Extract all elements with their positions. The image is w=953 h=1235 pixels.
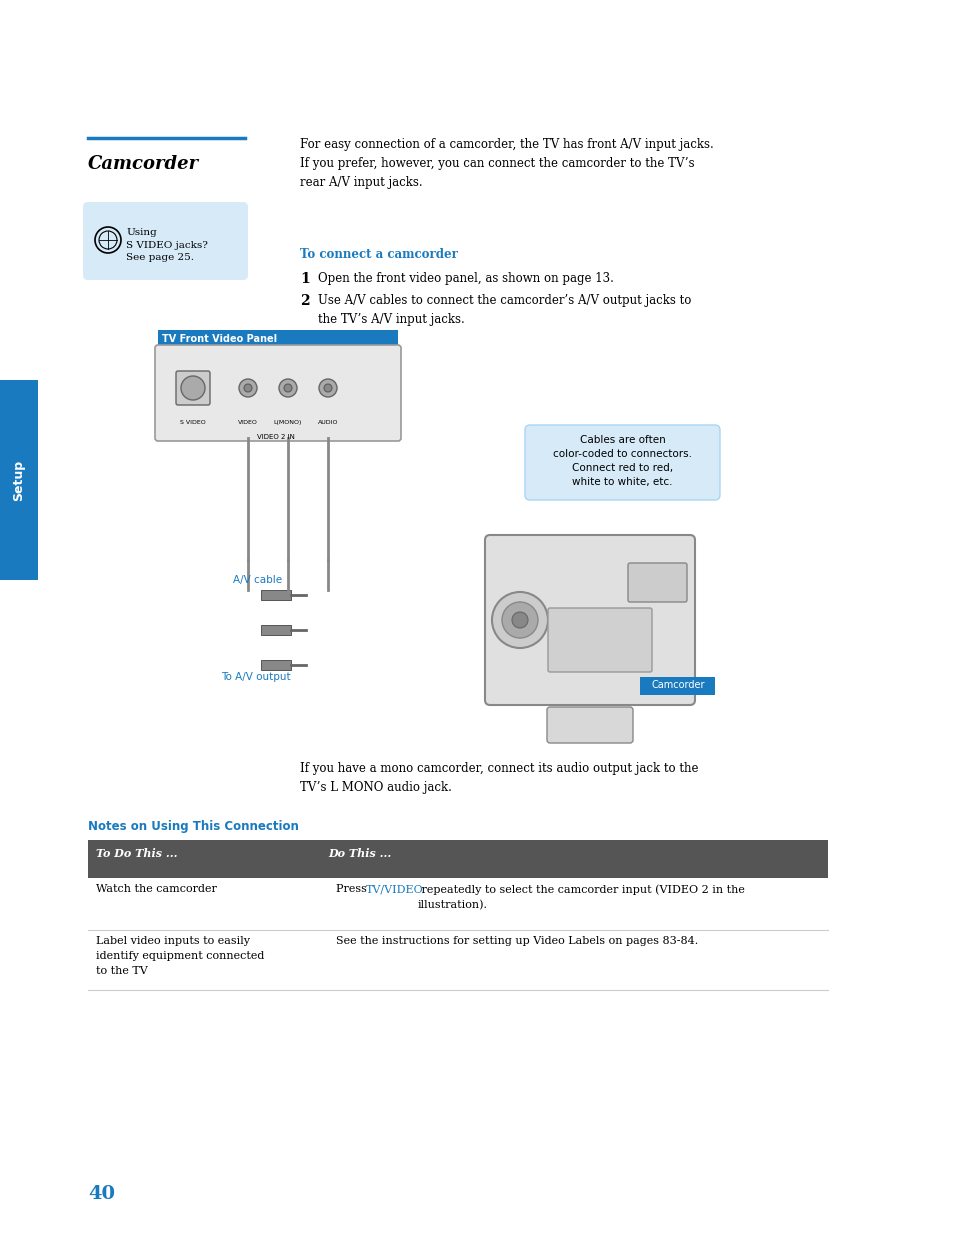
Circle shape xyxy=(318,379,336,396)
Text: Camcorder: Camcorder xyxy=(651,680,704,690)
Text: TV/VIDEO: TV/VIDEO xyxy=(366,884,423,894)
Text: 2: 2 xyxy=(299,294,310,308)
FancyBboxPatch shape xyxy=(158,330,397,348)
Text: To A/V output: To A/V output xyxy=(221,672,291,682)
Text: To Do This ...: To Do This ... xyxy=(96,848,177,860)
Circle shape xyxy=(492,592,547,648)
FancyBboxPatch shape xyxy=(547,608,651,672)
FancyBboxPatch shape xyxy=(639,677,714,695)
Text: Open the front video panel, as shown on page 13.: Open the front video panel, as shown on … xyxy=(317,272,613,285)
Text: See the instructions for setting up Video Labels on pages 83-84.: See the instructions for setting up Vide… xyxy=(335,936,698,946)
Text: Label video inputs to easily
identify equipment connected
to the TV: Label video inputs to easily identify eq… xyxy=(96,936,264,976)
Circle shape xyxy=(501,601,537,638)
Text: VIDEO 2 IN: VIDEO 2 IN xyxy=(256,433,294,440)
FancyBboxPatch shape xyxy=(261,625,291,635)
FancyBboxPatch shape xyxy=(484,535,695,705)
FancyBboxPatch shape xyxy=(261,659,291,671)
Text: TV Front Video Panel: TV Front Video Panel xyxy=(162,333,276,345)
Text: Use A/V cables to connect the camcorder’s A/V output jacks to
the TV’s A/V input: Use A/V cables to connect the camcorder’… xyxy=(317,294,691,326)
Text: 40: 40 xyxy=(88,1186,115,1203)
Text: If you have a mono camcorder, connect its audio output jack to the
TV’s L MONO a: If you have a mono camcorder, connect it… xyxy=(299,762,698,794)
FancyBboxPatch shape xyxy=(88,840,827,878)
Text: For easy connection of a camcorder, the TV has front A/V input jacks.
If you pre: For easy connection of a camcorder, the … xyxy=(299,138,713,189)
Text: Press: Press xyxy=(335,884,370,894)
Text: Camcorder: Camcorder xyxy=(88,156,199,173)
Circle shape xyxy=(181,375,205,400)
Text: Watch the camcorder: Watch the camcorder xyxy=(96,884,216,894)
FancyBboxPatch shape xyxy=(0,380,38,580)
Circle shape xyxy=(512,613,527,629)
Text: L(MONO): L(MONO) xyxy=(274,420,302,425)
Circle shape xyxy=(284,384,292,391)
Text: AUDIO: AUDIO xyxy=(317,420,338,425)
Text: repeatedly to select the camcorder input (VIDEO 2 in the
illustration).: repeatedly to select the camcorder input… xyxy=(417,884,744,910)
FancyBboxPatch shape xyxy=(546,706,633,743)
FancyBboxPatch shape xyxy=(261,590,291,600)
FancyBboxPatch shape xyxy=(175,370,210,405)
Text: A/V cable: A/V cable xyxy=(233,576,282,585)
FancyBboxPatch shape xyxy=(83,203,248,280)
Circle shape xyxy=(239,379,256,396)
Text: Notes on Using This Connection: Notes on Using This Connection xyxy=(88,820,298,832)
Circle shape xyxy=(278,379,296,396)
Text: Do This ...: Do This ... xyxy=(328,848,391,860)
Text: S VIDEO: S VIDEO xyxy=(180,420,206,425)
Circle shape xyxy=(244,384,252,391)
Text: Setup: Setup xyxy=(12,459,26,500)
Text: To connect a camcorder: To connect a camcorder xyxy=(299,248,457,261)
Text: VIDEO: VIDEO xyxy=(238,420,257,425)
FancyBboxPatch shape xyxy=(627,563,686,601)
FancyBboxPatch shape xyxy=(154,345,400,441)
Text: Cables are often
color-coded to connectors.
Connect red to red,
white to white, : Cables are often color-coded to connecto… xyxy=(553,435,691,487)
Text: 1: 1 xyxy=(299,272,310,287)
Text: Using
S VIDEO jacks?
See page 25.: Using S VIDEO jacks? See page 25. xyxy=(126,228,208,262)
Circle shape xyxy=(324,384,332,391)
FancyBboxPatch shape xyxy=(524,425,720,500)
